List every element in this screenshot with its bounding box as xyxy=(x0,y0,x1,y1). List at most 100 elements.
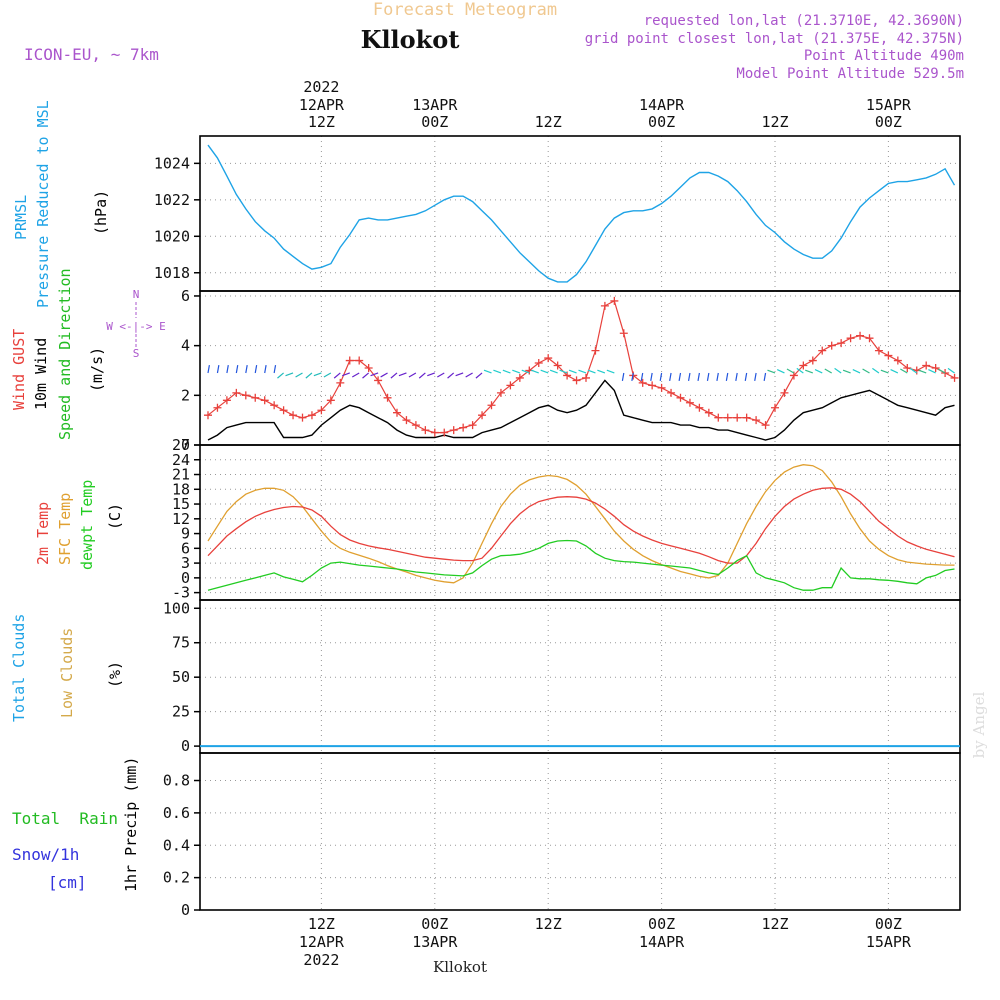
wind-direction-arrow xyxy=(245,364,248,374)
t2m-label: 2m Temp xyxy=(34,502,52,565)
model-altitude: Model Point Altitude 529.5m xyxy=(736,66,964,82)
cm-label: [cm] xyxy=(48,873,87,892)
y-tick-label: 0 xyxy=(181,901,190,919)
gust-point xyxy=(742,413,751,422)
wind-direction-arrow xyxy=(285,372,294,377)
wind-direction-arrow xyxy=(455,372,464,377)
gust-point xyxy=(478,411,487,420)
clouds-unit: (%) xyxy=(106,661,124,688)
time-label-bottom: 13APR xyxy=(412,933,458,951)
time-label-bottom: 2022 xyxy=(303,951,339,969)
gust-point xyxy=(251,393,260,402)
wind-direction-arrow xyxy=(512,369,521,374)
gust-point xyxy=(950,373,959,382)
wind-direction-arrow xyxy=(323,372,332,378)
wind-direction-arrow xyxy=(502,369,511,374)
wind10-line xyxy=(207,379,955,441)
gust-point xyxy=(884,351,893,360)
pressure-labels: PRMSL Pressure Reduced to MSL (hPa) xyxy=(12,100,110,308)
gust-point xyxy=(421,426,430,435)
wind-direction-arrow xyxy=(333,372,341,379)
time-label-bottom: 15APR xyxy=(866,933,912,951)
gust-point xyxy=(307,411,316,420)
gust-point xyxy=(685,398,694,407)
gust-point xyxy=(411,421,420,430)
wind-direction-arrow xyxy=(716,372,719,381)
panel-frame xyxy=(199,599,961,754)
gust-point xyxy=(818,346,827,355)
y-tick-label: 18 xyxy=(172,480,190,498)
y-tick-label: 100 xyxy=(163,599,190,617)
wind-direction-arrow xyxy=(754,372,757,381)
gust-point xyxy=(355,356,364,365)
wind-direction-arrow xyxy=(264,364,267,374)
wind-direction-arrow xyxy=(351,372,360,378)
pressure-label-2: Pressure Reduced to MSL xyxy=(34,100,52,308)
temp2m-line xyxy=(207,487,955,564)
wind-direction-arrow xyxy=(687,372,691,381)
gust-point xyxy=(515,373,524,382)
y-tick-label: 0.4 xyxy=(163,836,190,854)
wind10-label: 10m Wind xyxy=(32,338,50,410)
gust-point xyxy=(582,373,590,382)
wind-direction-arrow xyxy=(483,369,492,374)
wind-direction-arrow xyxy=(842,369,851,374)
wind-direction-arrow xyxy=(493,369,502,374)
gust-point xyxy=(771,403,779,412)
gust-point xyxy=(874,346,883,355)
y-tick-label: 3 xyxy=(181,554,190,572)
panel-frame xyxy=(199,135,961,292)
y-tick-label: 75 xyxy=(172,634,190,652)
wind-direction-arrow xyxy=(370,372,379,377)
gust-point xyxy=(610,296,619,305)
gust-point xyxy=(279,406,288,415)
wind-direction-arrow xyxy=(805,369,814,374)
gust-point xyxy=(808,356,817,365)
gust-point xyxy=(752,416,761,425)
wind-direction-arrow xyxy=(277,372,284,379)
gust-point xyxy=(638,378,647,387)
location-title: Kllokot xyxy=(361,25,460,54)
gust-point xyxy=(553,361,562,370)
wind-direction-arrow xyxy=(475,372,483,379)
gust-point xyxy=(534,359,543,368)
wind-direction-arrow xyxy=(273,364,277,374)
time-label-top: 13APR xyxy=(412,96,458,114)
y-tick-label: 0.6 xyxy=(163,804,190,822)
gust-point xyxy=(704,408,713,417)
wind-direction-arrow xyxy=(918,369,927,374)
time-label-top: 00Z xyxy=(875,113,902,131)
y-tick-label: 6 xyxy=(181,539,190,557)
y-tick-label: 2 xyxy=(181,386,190,404)
gust-point xyxy=(893,356,902,365)
wind-direction-arrow xyxy=(390,372,398,379)
snow-label: Snow/1h xyxy=(12,845,79,864)
wind-direction-arrow xyxy=(465,372,473,378)
gust-point xyxy=(496,388,505,397)
time-label-top: 00Z xyxy=(648,113,675,131)
y-tick-label: -3 xyxy=(172,584,190,602)
y-tick-label: 50 xyxy=(172,668,190,686)
sfc-temp-line xyxy=(207,464,955,584)
wind-direction-arrow xyxy=(447,372,455,379)
temp-labels: 2m Temp SFC Temp dewpt Temp (C) xyxy=(34,480,124,570)
time-label-bottom: 14APR xyxy=(639,933,685,951)
time-label-top: 12Z xyxy=(308,113,335,131)
wind-direction-arrow xyxy=(313,372,322,377)
time-label-top: 15APR xyxy=(866,96,912,114)
precip-unit: 1hr Precip (mm) xyxy=(122,757,140,892)
gust-point xyxy=(440,428,449,437)
compass-s: S xyxy=(133,347,140,360)
gust-point xyxy=(723,413,732,422)
dew-label: dewpt Temp xyxy=(78,480,96,570)
wind-direction-arrow xyxy=(578,369,587,374)
gust-point xyxy=(799,361,808,370)
gust-point xyxy=(289,411,298,420)
requested-coords: requested lon,lat (21.3710E, 42.3690N) xyxy=(644,13,964,29)
wind-direction-arrow xyxy=(852,369,861,374)
pressure-unit: (hPa) xyxy=(92,190,110,235)
gust-point xyxy=(695,403,704,412)
gust-point xyxy=(326,396,335,405)
dewpt-line xyxy=(207,539,955,591)
